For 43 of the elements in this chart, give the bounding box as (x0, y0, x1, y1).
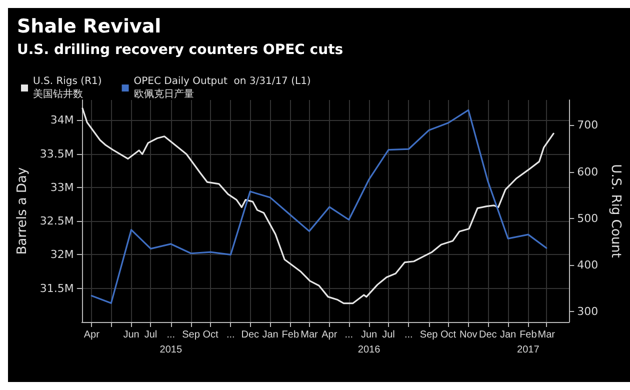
x-tick-label: Jul (382, 330, 395, 340)
y-axis-title: Barrels a Day (15, 167, 30, 255)
y2-tick-label: 500 (577, 212, 598, 225)
x-tick-label: Jun (360, 330, 378, 340)
x-tick-label: Oct (202, 330, 219, 340)
x-tick-label: Apr (322, 330, 338, 340)
x-tick-label: ... (344, 330, 354, 340)
y2-tick-label: 700 (577, 118, 598, 132)
x2-tick-label: 2016 (358, 344, 381, 356)
x2-tick-label: 2017 (517, 344, 540, 356)
x-tick-label: ... (404, 330, 413, 340)
y-tick-label: 31.5M (40, 282, 74, 295)
x-tick-label: Sep (420, 330, 438, 340)
x-tick-label: Feb (282, 330, 300, 340)
x-tick-label: Jan (262, 330, 278, 340)
x-tick-label: Jul (144, 330, 158, 340)
y-tick-label: 34M (50, 114, 74, 127)
x-tick-label: Dec (479, 330, 497, 340)
y2-tick-label: 400 (577, 258, 598, 272)
y-tick-label: 32M (50, 248, 74, 262)
y-tick-label: 33M (50, 180, 74, 194)
x-tick-label: Nov (460, 330, 478, 340)
chart-title: Shale Revival (17, 16, 162, 38)
x-tick-label: Sep (182, 330, 200, 340)
y2-tick-label: 600 (577, 165, 598, 178)
x2-tick-label: 2015 (160, 344, 182, 356)
y2-axis-title: U.S. Rig Count (608, 164, 623, 258)
x-tick-label: Apr (84, 330, 100, 340)
x-tick-label: ... (226, 330, 235, 340)
legend-label: U.S. Rigs (R1) 美国钻井数 (33, 76, 102, 100)
x-tick-label: Mar (300, 330, 319, 340)
y-tick-label: 33.5M (40, 147, 74, 160)
x-tick-label: Oct (440, 330, 456, 340)
y2-tick-label: 300 (577, 305, 598, 318)
x-tick-label: Mar (538, 330, 556, 340)
x-tick-label: Dec (241, 330, 260, 340)
chart-subtitle: U.S. drilling recovery counters OPEC cuts (17, 42, 344, 58)
x-tick-label: ... (166, 330, 176, 340)
x-tick-label: Feb (520, 330, 538, 340)
y-tick-label: 32.5M (40, 214, 74, 228)
x-tick-label: Jan (500, 330, 516, 340)
x-tick-label: Jun (123, 330, 140, 340)
legend-label: OPEC Daily Output on 3/31/17 (L1) 欧佩克日产量 (134, 76, 311, 100)
